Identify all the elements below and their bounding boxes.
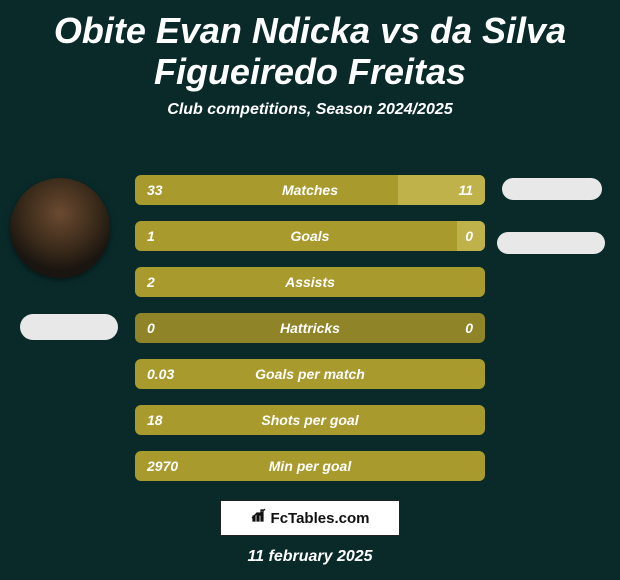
stat-value-left: 1 <box>147 221 155 251</box>
stat-bar-bg <box>135 451 485 481</box>
stat-bar-bg <box>135 313 485 343</box>
player2-name-pill <box>497 232 605 254</box>
stat-row: 3311Matches <box>135 175 485 205</box>
date-text: 11 february 2025 <box>0 548 620 566</box>
brand-badge[interactable]: FcTables.com <box>220 500 400 536</box>
stat-value-left: 2970 <box>147 451 178 481</box>
stat-value-left: 0.03 <box>147 359 174 389</box>
stat-row: 2Assists <box>135 267 485 297</box>
stat-row: 18Shots per goal <box>135 405 485 435</box>
stat-bar-bg <box>135 405 485 435</box>
player1-avatar <box>10 178 110 278</box>
stat-bar-bg <box>135 267 485 297</box>
stat-row: 00Hattricks <box>135 313 485 343</box>
stat-value-right: 11 <box>458 175 473 205</box>
stat-value-left: 0 <box>147 313 155 343</box>
stat-bar-bg <box>135 359 485 389</box>
player1-name-pill <box>20 314 118 340</box>
stat-row: 2970Min per goal <box>135 451 485 481</box>
brand-text: FcTables.com <box>271 510 370 527</box>
stat-value-left: 33 <box>147 175 163 205</box>
stat-value-left: 18 <box>147 405 163 435</box>
stat-value-left: 2 <box>147 267 155 297</box>
comparison-chart: 3311Matches10Goals2Assists00Hattricks0.0… <box>135 175 485 497</box>
page-title: Obite Evan Ndicka vs da Silva Figueiredo… <box>0 0 620 93</box>
stat-value-right: 0 <box>465 221 473 251</box>
stat-row: 10Goals <box>135 221 485 251</box>
subtitle: Club competitions, Season 2024/2025 <box>0 101 620 119</box>
stat-value-right: 0 <box>465 313 473 343</box>
player2-avatar-pill <box>502 178 602 200</box>
chart-icon <box>251 501 267 537</box>
stat-bar-bg <box>135 221 485 251</box>
stat-row: 0.03Goals per match <box>135 359 485 389</box>
